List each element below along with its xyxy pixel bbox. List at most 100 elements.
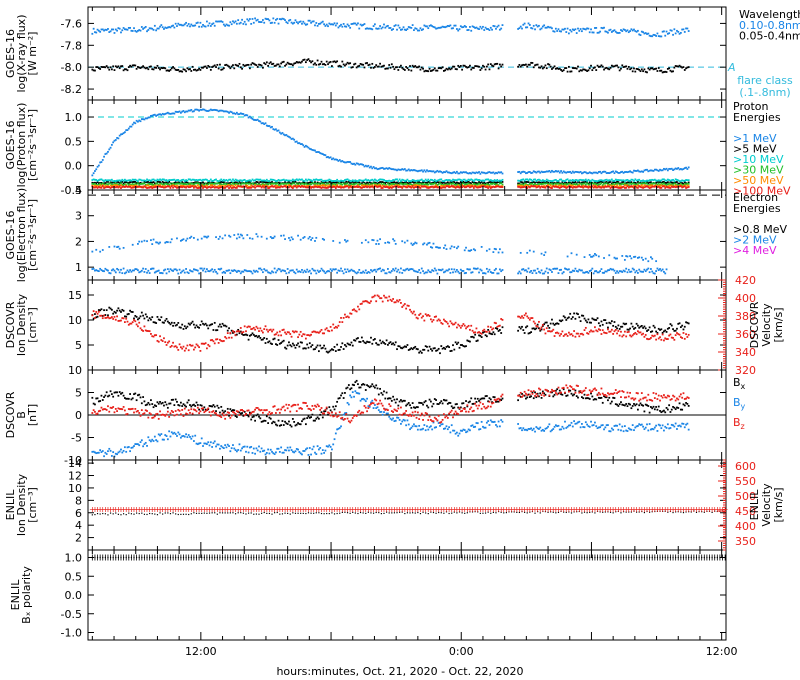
data-point xyxy=(584,319,587,322)
data-point xyxy=(660,182,663,185)
data-point xyxy=(338,269,341,272)
data-point xyxy=(203,183,206,186)
data-point xyxy=(657,182,660,185)
data-point xyxy=(472,187,475,189)
data-point xyxy=(331,348,333,351)
data-point xyxy=(349,185,352,188)
data-point xyxy=(543,185,546,187)
data-point xyxy=(521,27,523,30)
data-point xyxy=(647,260,650,263)
data-point xyxy=(519,179,522,182)
data-point xyxy=(368,184,371,187)
data-point xyxy=(196,179,199,182)
data-point xyxy=(92,186,95,189)
data-point xyxy=(255,233,258,235)
data-point xyxy=(319,270,322,272)
data-point xyxy=(355,185,358,188)
data-point xyxy=(246,63,249,66)
data-point xyxy=(381,340,384,343)
data-point xyxy=(665,331,668,333)
data-point xyxy=(139,29,142,32)
data-point xyxy=(251,178,254,181)
data-point xyxy=(241,67,243,70)
data-point xyxy=(380,182,383,185)
data-point xyxy=(290,185,293,188)
data-point xyxy=(650,181,652,184)
data-point xyxy=(317,350,320,353)
data-point xyxy=(665,182,668,184)
data-point xyxy=(612,181,615,184)
data-point xyxy=(653,68,656,70)
data-point xyxy=(616,182,618,185)
data-point xyxy=(143,271,146,273)
data-point xyxy=(677,184,680,186)
data-point xyxy=(432,182,435,185)
data-point xyxy=(630,322,633,325)
data-point xyxy=(389,182,392,185)
data-point xyxy=(403,168,406,170)
data-point xyxy=(255,178,258,181)
data-point xyxy=(385,25,388,28)
data-point xyxy=(428,315,431,317)
data-point xyxy=(276,186,279,189)
data-point xyxy=(355,162,358,165)
data-point xyxy=(206,187,208,189)
data-point xyxy=(331,269,333,272)
data-point xyxy=(428,241,431,244)
data-point xyxy=(614,186,617,188)
data-point xyxy=(640,186,643,189)
data-point xyxy=(255,64,258,67)
data-point xyxy=(485,172,488,175)
data-point xyxy=(483,29,486,31)
data-point xyxy=(648,184,651,187)
data-point xyxy=(469,179,471,182)
data-point xyxy=(605,181,608,183)
data-point xyxy=(551,27,553,30)
data-point xyxy=(196,344,199,347)
data-point xyxy=(554,185,557,188)
data-point xyxy=(532,24,535,27)
data-point xyxy=(636,256,639,259)
data-point xyxy=(222,187,225,189)
data-point xyxy=(219,179,221,182)
data-point xyxy=(527,63,530,66)
data-point xyxy=(242,331,245,333)
data-point xyxy=(126,186,129,188)
data-point xyxy=(410,242,413,245)
data-point xyxy=(328,156,331,159)
data-point xyxy=(678,168,681,171)
data-point xyxy=(360,302,363,305)
data-point xyxy=(574,179,577,181)
data-point xyxy=(232,64,234,67)
data-point xyxy=(100,185,103,188)
data-point xyxy=(371,167,374,170)
data-point xyxy=(125,28,128,31)
data-point xyxy=(623,180,626,183)
data-point xyxy=(297,179,299,182)
data-point xyxy=(148,330,151,333)
data-point xyxy=(420,66,423,69)
data-point xyxy=(493,179,496,181)
data-point xyxy=(284,346,286,349)
data-point xyxy=(163,66,165,69)
data-point xyxy=(681,186,684,189)
data-point xyxy=(186,325,189,328)
data-point xyxy=(314,240,316,242)
data-point xyxy=(495,180,497,182)
data-point xyxy=(396,348,398,351)
data-point xyxy=(664,70,667,73)
data-point xyxy=(189,182,191,185)
data-point xyxy=(534,170,536,173)
data-point xyxy=(639,270,642,273)
data-point xyxy=(117,268,120,271)
data-point xyxy=(288,237,290,239)
data-point xyxy=(150,181,152,184)
data-point xyxy=(458,182,461,185)
data-point xyxy=(112,186,115,188)
data-point xyxy=(441,66,444,69)
data-point xyxy=(294,62,297,65)
data-point xyxy=(535,272,538,275)
data-point xyxy=(492,272,495,274)
data-point xyxy=(450,181,453,184)
data-point xyxy=(146,187,148,189)
